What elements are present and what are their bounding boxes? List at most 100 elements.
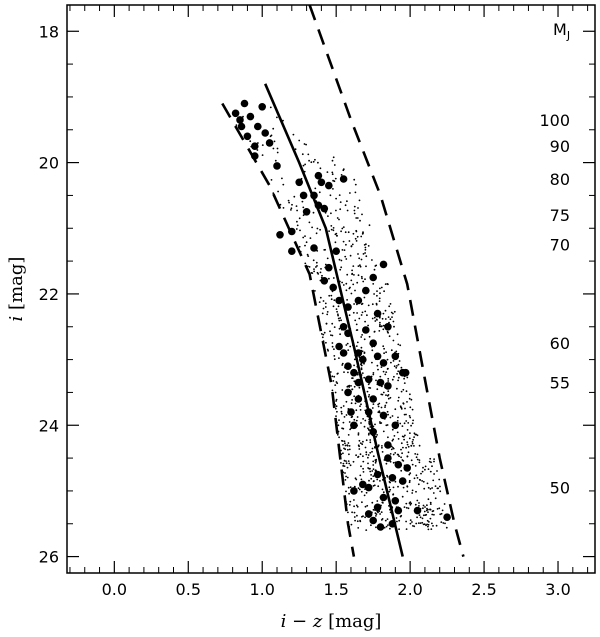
small-point bbox=[384, 283, 387, 285]
small-point bbox=[364, 320, 366, 323]
small-point bbox=[313, 270, 315, 273]
small-point bbox=[326, 348, 329, 351]
small-point bbox=[412, 525, 414, 527]
small-point bbox=[430, 528, 433, 530]
small-point bbox=[304, 235, 306, 238]
small-point bbox=[410, 398, 413, 401]
small-point bbox=[341, 389, 344, 391]
small-point bbox=[273, 140, 276, 143]
small-point bbox=[344, 231, 347, 234]
small-point bbox=[387, 524, 389, 526]
left-bound-line bbox=[221, 102, 356, 557]
small-point bbox=[301, 153, 304, 156]
small-point bbox=[349, 286, 351, 289]
large-point bbox=[295, 178, 304, 187]
small-point bbox=[336, 410, 338, 413]
small-point bbox=[312, 259, 315, 262]
small-point bbox=[432, 525, 434, 527]
small-point bbox=[376, 434, 378, 436]
small-point bbox=[400, 469, 403, 472]
small-point bbox=[331, 173, 334, 176]
large-point bbox=[373, 503, 382, 512]
small-point bbox=[371, 303, 374, 306]
large-point bbox=[335, 296, 343, 305]
small-point bbox=[413, 477, 416, 480]
small-point bbox=[347, 511, 349, 514]
small-point bbox=[375, 264, 378, 267]
large-point bbox=[379, 260, 388, 269]
small-point bbox=[427, 468, 430, 470]
small-point bbox=[380, 366, 383, 368]
small-point bbox=[417, 483, 420, 486]
large-point bbox=[373, 309, 382, 318]
y-tick-label: 18 bbox=[39, 22, 59, 41]
small-point bbox=[382, 370, 385, 373]
small-point bbox=[381, 317, 384, 320]
small-point bbox=[392, 453, 395, 456]
small-point bbox=[315, 232, 318, 235]
small-point bbox=[292, 133, 295, 136]
small-point bbox=[347, 460, 350, 462]
small-point bbox=[411, 492, 414, 494]
small-point bbox=[409, 503, 412, 506]
large-point bbox=[376, 378, 385, 387]
small-point bbox=[355, 409, 358, 412]
small-point bbox=[438, 507, 441, 510]
small-point bbox=[291, 203, 293, 206]
small-point bbox=[360, 422, 362, 424]
large-point bbox=[299, 191, 308, 200]
small-point bbox=[341, 249, 344, 251]
small-point bbox=[402, 446, 404, 449]
small-point bbox=[373, 293, 375, 295]
small-point bbox=[372, 283, 375, 285]
small-point bbox=[422, 480, 425, 483]
small-point bbox=[352, 232, 355, 235]
small-point bbox=[335, 400, 337, 402]
small-point bbox=[326, 313, 329, 316]
small-point bbox=[411, 422, 414, 425]
small-point bbox=[302, 164, 305, 167]
large-point bbox=[388, 474, 397, 482]
small-point bbox=[333, 348, 335, 351]
small-point bbox=[414, 453, 417, 455]
small-point bbox=[270, 179, 273, 181]
small-point bbox=[355, 329, 358, 331]
small-point bbox=[353, 364, 355, 367]
small-point bbox=[400, 514, 403, 517]
small-point bbox=[374, 461, 377, 464]
small-point bbox=[387, 413, 389, 416]
small-point bbox=[411, 463, 414, 466]
small-point bbox=[348, 504, 351, 506]
small-point bbox=[397, 416, 399, 419]
small-point bbox=[317, 273, 320, 275]
small-point bbox=[384, 406, 386, 408]
small-point bbox=[373, 330, 376, 333]
small-point bbox=[380, 286, 383, 289]
small-point bbox=[353, 209, 356, 212]
small-point bbox=[346, 209, 349, 212]
small-point bbox=[418, 514, 421, 516]
small-point bbox=[332, 179, 334, 182]
small-point bbox=[366, 504, 369, 507]
small-point bbox=[296, 220, 298, 223]
small-point bbox=[364, 446, 367, 449]
y-axis-title: i [mag] bbox=[6, 257, 27, 322]
small-point bbox=[359, 442, 362, 444]
small-point bbox=[389, 396, 392, 399]
small-point bbox=[396, 365, 398, 367]
small-point bbox=[431, 465, 433, 468]
small-point bbox=[406, 443, 409, 446]
small-point bbox=[360, 368, 363, 371]
center-line bbox=[264, 83, 404, 557]
small-point bbox=[403, 438, 405, 441]
small-point bbox=[378, 300, 381, 302]
large-point bbox=[379, 493, 388, 502]
small-point bbox=[348, 492, 350, 495]
small-point bbox=[302, 236, 305, 239]
small-point bbox=[431, 510, 434, 513]
large-point bbox=[335, 342, 343, 351]
small-point bbox=[308, 221, 311, 224]
small-point bbox=[257, 142, 259, 144]
small-point bbox=[353, 395, 356, 398]
